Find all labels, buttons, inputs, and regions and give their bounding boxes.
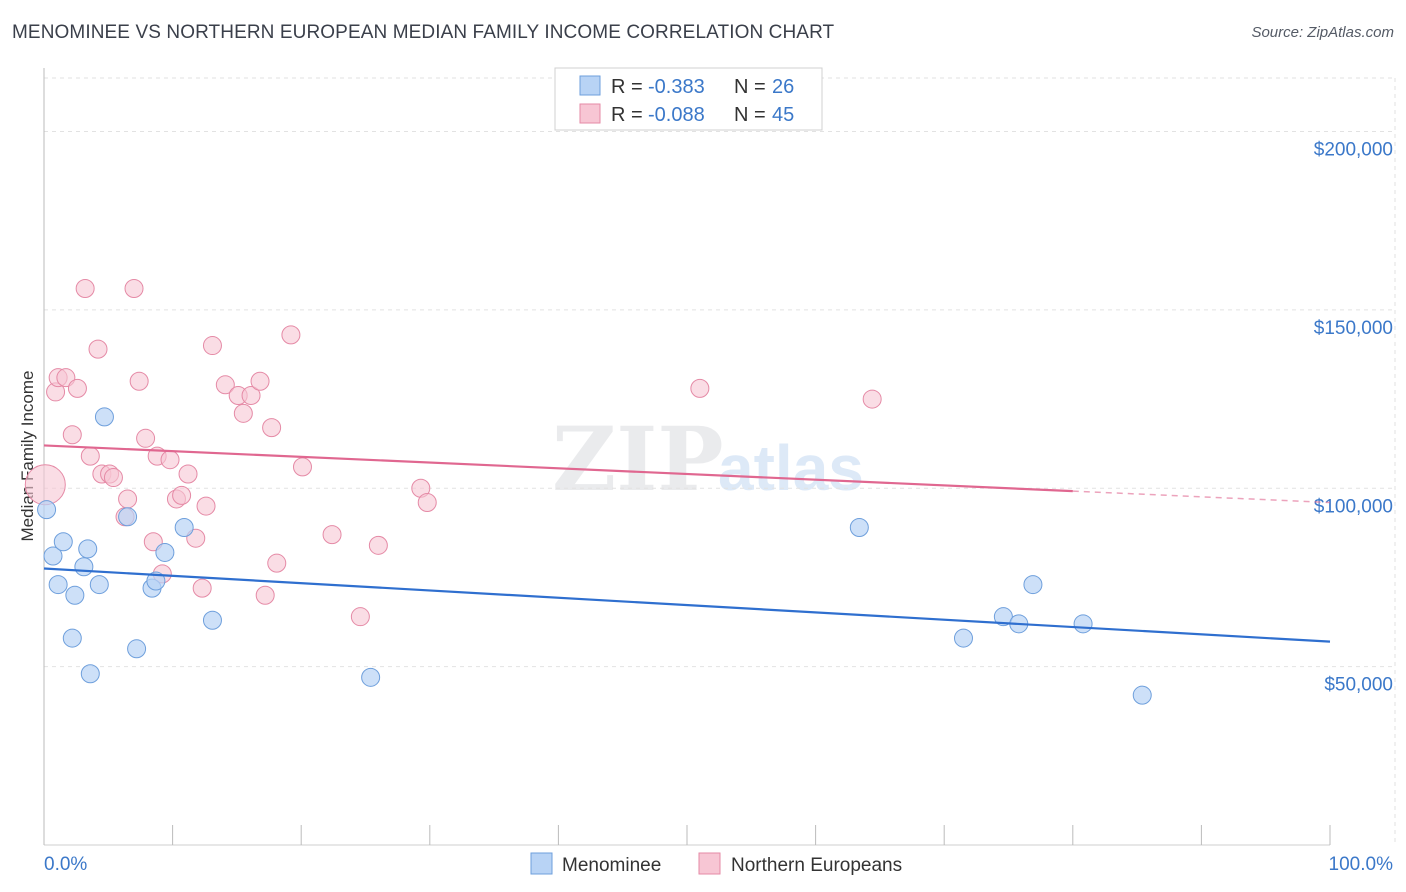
northern-europeans-points bbox=[24, 278, 882, 627]
x-tick-labels: 0.0% 100.0% bbox=[44, 854, 1393, 875]
northern-europeans-point bbox=[241, 386, 261, 406]
northern-europeans-point bbox=[250, 371, 270, 391]
northern-europeans-point bbox=[192, 578, 212, 598]
source-label: Source: ZipAtlas.com bbox=[1251, 24, 1394, 41]
northern-europeans-point bbox=[129, 371, 149, 391]
legend-n-label-2: N = bbox=[734, 104, 766, 126]
y-tick-label-1: $100,000 bbox=[1314, 496, 1393, 517]
chart-title: MENOMINEE VS NORTHERN EUROPEAN MEDIAN FA… bbox=[12, 22, 835, 43]
northern-europeans-point bbox=[255, 585, 275, 605]
menominee-point bbox=[94, 407, 114, 427]
northern-europeans-point bbox=[233, 403, 253, 423]
menominee-point bbox=[65, 585, 85, 605]
y-tick-label-2: $150,000 bbox=[1314, 318, 1393, 339]
menominee-point bbox=[89, 575, 109, 595]
northern-europeans-point bbox=[322, 525, 342, 545]
legend-r-label-1: R = bbox=[611, 76, 643, 98]
menominee-point bbox=[74, 557, 94, 577]
watermark: ZIP atlas bbox=[552, 407, 864, 511]
menominee-trend-line bbox=[43, 567, 1331, 643]
watermark-atlas: atlas bbox=[718, 432, 864, 504]
northern-europeans-point bbox=[202, 336, 222, 356]
northern-europeans-point bbox=[267, 553, 287, 573]
menominee-point bbox=[202, 610, 222, 630]
legend-n-value-1: 26 bbox=[772, 76, 794, 98]
y-tick-labels: $50,000 $100,000 $150,000 $200,000 bbox=[1314, 140, 1393, 696]
bottom-legend-northern-europeans: Northern Europeans bbox=[731, 855, 902, 876]
menominee-point bbox=[78, 539, 98, 559]
bottom-legend-menominee: Menominee bbox=[562, 855, 661, 876]
y-axis-label: Median Family Income bbox=[18, 370, 37, 541]
x-tick-label-1: 100.0% bbox=[1329, 854, 1394, 875]
legend-swatch-northern-europeans bbox=[579, 103, 601, 124]
menominee-point bbox=[127, 639, 147, 659]
y-tick-label-3: $200,000 bbox=[1314, 140, 1393, 161]
legend-r-value-1: -0.383 bbox=[648, 76, 705, 98]
menominee-point bbox=[62, 628, 82, 648]
legend-n-label-1: N = bbox=[734, 76, 766, 98]
northern-europeans-point bbox=[368, 535, 388, 555]
bottom-legend-swatch-menominee bbox=[530, 852, 553, 875]
series-legend: Menominee Northern Europeans bbox=[530, 852, 902, 876]
menominee-point bbox=[146, 571, 166, 591]
northern-europeans-trend-line bbox=[43, 444, 1073, 493]
northern-europeans-point bbox=[88, 339, 108, 359]
menominee-point bbox=[849, 517, 869, 537]
menominee-point bbox=[1132, 685, 1152, 705]
northern-europeans-point bbox=[262, 418, 282, 438]
northern-europeans-point bbox=[215, 375, 235, 395]
northern-europeans-point bbox=[281, 325, 301, 345]
menominee-point bbox=[53, 532, 73, 552]
northern-europeans-point bbox=[862, 389, 882, 409]
menominee-point bbox=[48, 575, 68, 595]
northern-europeans-point bbox=[118, 489, 138, 509]
menominee-point bbox=[37, 500, 57, 520]
northern-europeans-point bbox=[690, 378, 710, 398]
menominee-point bbox=[155, 542, 175, 562]
northern-europeans-point bbox=[196, 496, 216, 516]
northern-europeans-point bbox=[160, 450, 180, 470]
northern-europeans-point bbox=[62, 425, 82, 445]
legend-n-value-2: 45 bbox=[772, 104, 794, 126]
menominee-point bbox=[118, 507, 138, 527]
northern-europeans-point bbox=[178, 464, 198, 484]
watermark-zip: ZIP bbox=[552, 407, 724, 511]
legend-swatch-menominee bbox=[579, 75, 601, 96]
northern-europeans-point bbox=[124, 278, 144, 298]
northern-europeans-point bbox=[24, 464, 66, 506]
x-tick-label-0: 0.0% bbox=[44, 854, 87, 875]
menominee-point bbox=[1073, 614, 1093, 634]
menominee-point bbox=[993, 607, 1013, 627]
bottom-legend-swatch-northern-europeans bbox=[698, 852, 721, 875]
correlation-legend: R = -0.383 N = 26 R = -0.088 N = 45 bbox=[554, 67, 823, 131]
northern-europeans-point bbox=[80, 446, 100, 466]
menominee-point bbox=[80, 664, 100, 684]
northern-europeans-point bbox=[417, 493, 437, 513]
northern-europeans-point bbox=[292, 457, 312, 477]
y-tick-label-0: $50,000 bbox=[1324, 675, 1393, 696]
menominee-point bbox=[361, 667, 381, 687]
menominee-point bbox=[953, 628, 973, 648]
northern-europeans-point bbox=[103, 468, 123, 488]
northern-europeans-point bbox=[172, 485, 192, 505]
menominee-point bbox=[1023, 575, 1043, 595]
menominee-point bbox=[174, 517, 194, 537]
legend-r-label-2: R = bbox=[611, 104, 643, 126]
northern-europeans-point bbox=[75, 278, 95, 298]
northern-europeans-trend-extension bbox=[1072, 490, 1331, 504]
legend-r-value-2: -0.088 bbox=[648, 104, 705, 126]
northern-europeans-point bbox=[350, 607, 370, 627]
northern-europeans-point bbox=[67, 378, 87, 398]
northern-europeans-point bbox=[136, 428, 156, 448]
menominee-point bbox=[43, 546, 63, 566]
trend-lines bbox=[43, 444, 1331, 643]
axes bbox=[43, 68, 1331, 846]
